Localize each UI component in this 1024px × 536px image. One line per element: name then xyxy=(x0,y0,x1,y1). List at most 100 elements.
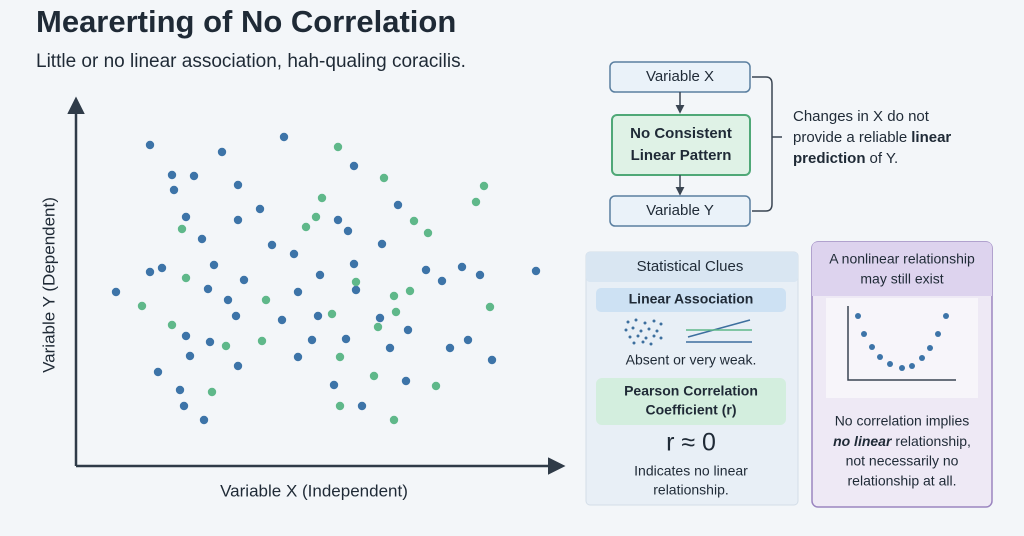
scatter-point xyxy=(385,343,395,353)
parabola-point xyxy=(887,361,893,367)
cluster-dot xyxy=(624,328,628,332)
scatter-point xyxy=(389,415,399,425)
mini-axes xyxy=(847,306,956,381)
icon-line xyxy=(687,319,751,338)
scatter-point xyxy=(531,266,541,276)
scatter-point xyxy=(181,212,191,222)
scatter-point xyxy=(335,401,345,411)
scatter-point xyxy=(181,273,191,283)
scatter-point xyxy=(445,343,455,353)
r-value: r ≈ 0 xyxy=(666,429,716,457)
scatter-point xyxy=(289,249,299,259)
scatter-point xyxy=(167,320,177,330)
scatter-point xyxy=(313,311,323,321)
cluster-dot xyxy=(652,334,656,338)
scatter-point xyxy=(301,222,311,232)
scatter-point xyxy=(377,239,387,249)
scatter-point xyxy=(293,287,303,297)
scatter-point xyxy=(209,260,219,270)
nonlinear-header xyxy=(812,242,992,296)
y-axis-label: Variable Y (Dependent) xyxy=(39,197,58,373)
parabola-point xyxy=(935,331,941,337)
scatter-point xyxy=(351,285,361,295)
scatter-point xyxy=(169,185,179,195)
scatter-point xyxy=(351,277,361,287)
cluster-dot xyxy=(631,326,635,330)
scatter-point xyxy=(369,371,379,381)
flow-node-label: Linear Pattern xyxy=(631,147,732,164)
subtitle: Little or no linear association, hah-qua… xyxy=(36,51,466,72)
scatter-point xyxy=(317,193,327,203)
scatter-point xyxy=(153,367,163,377)
nonlinear-text-part: relationship, xyxy=(895,433,971,449)
bracket xyxy=(752,76,782,212)
scatter-point xyxy=(373,322,383,332)
nonlinear-text: No correlation implies xyxy=(835,413,970,429)
cluster-dot xyxy=(643,321,647,325)
scatter-points xyxy=(111,132,541,425)
scatter-point xyxy=(379,173,389,183)
scatter-point xyxy=(475,270,485,280)
scatter-point xyxy=(437,276,447,286)
scatter-point xyxy=(233,215,243,225)
flow-note-text: provide a reliable xyxy=(793,129,907,146)
flow-node xyxy=(611,114,751,176)
scatter-point xyxy=(349,161,359,171)
cluster-dot xyxy=(644,336,648,340)
scatter-point xyxy=(261,295,271,305)
stats-text: Indicates no linear xyxy=(634,463,748,479)
parabola-point xyxy=(943,313,949,319)
scatter-point xyxy=(137,301,147,311)
scatter-point xyxy=(145,267,155,277)
nonlinear-title: may still exist xyxy=(860,271,943,287)
scatter-point xyxy=(333,142,343,152)
cluster-icon xyxy=(624,318,663,346)
scatter-point xyxy=(257,336,267,346)
scatter-point xyxy=(175,385,185,395)
parabola-point xyxy=(899,365,905,371)
scatter-point xyxy=(341,334,351,344)
stats-header xyxy=(586,252,798,282)
cluster-dot xyxy=(659,336,663,340)
cluster-dot xyxy=(641,340,645,344)
scatter-point xyxy=(233,361,243,371)
scatter-point xyxy=(197,234,207,244)
nonlinear-text: no linear relationship, xyxy=(833,433,971,449)
cluster-dot xyxy=(632,341,636,345)
scatter-point xyxy=(421,265,431,275)
scatter-point xyxy=(485,302,495,312)
scatter-point xyxy=(185,351,195,361)
parabola-point xyxy=(927,345,933,351)
parabola-point xyxy=(909,363,915,369)
cluster-dot xyxy=(647,327,651,331)
scatter-point xyxy=(239,275,249,285)
scatter-point xyxy=(189,171,199,181)
scatter-point xyxy=(389,291,399,301)
cluster-dot xyxy=(655,329,659,333)
x-axis-label: Variable X (Independent) xyxy=(220,481,408,500)
scatter-point xyxy=(471,197,481,207)
pill-label: Pearson Correlation xyxy=(624,383,758,399)
scatter-point xyxy=(177,224,187,234)
scatter-point xyxy=(487,355,497,365)
scatter-point xyxy=(223,295,233,305)
flow-note-bold: prediction xyxy=(793,150,866,167)
scatter-point xyxy=(111,287,121,297)
scatter-point xyxy=(391,307,401,317)
scatter-point xyxy=(267,240,277,250)
scatter-point xyxy=(393,200,403,210)
pill xyxy=(596,288,786,312)
scatter-point xyxy=(401,376,411,386)
scatter-point xyxy=(179,401,189,411)
parabola-point xyxy=(919,355,925,361)
cluster-dot xyxy=(652,319,656,323)
scatter-point xyxy=(375,313,385,323)
scatter-point xyxy=(333,215,343,225)
parabola-points xyxy=(855,313,949,371)
scatter-point xyxy=(423,228,433,238)
scatter-point xyxy=(431,381,441,391)
cluster-dot xyxy=(628,335,632,339)
scatter-point xyxy=(157,263,167,273)
scatter-point xyxy=(343,226,353,236)
